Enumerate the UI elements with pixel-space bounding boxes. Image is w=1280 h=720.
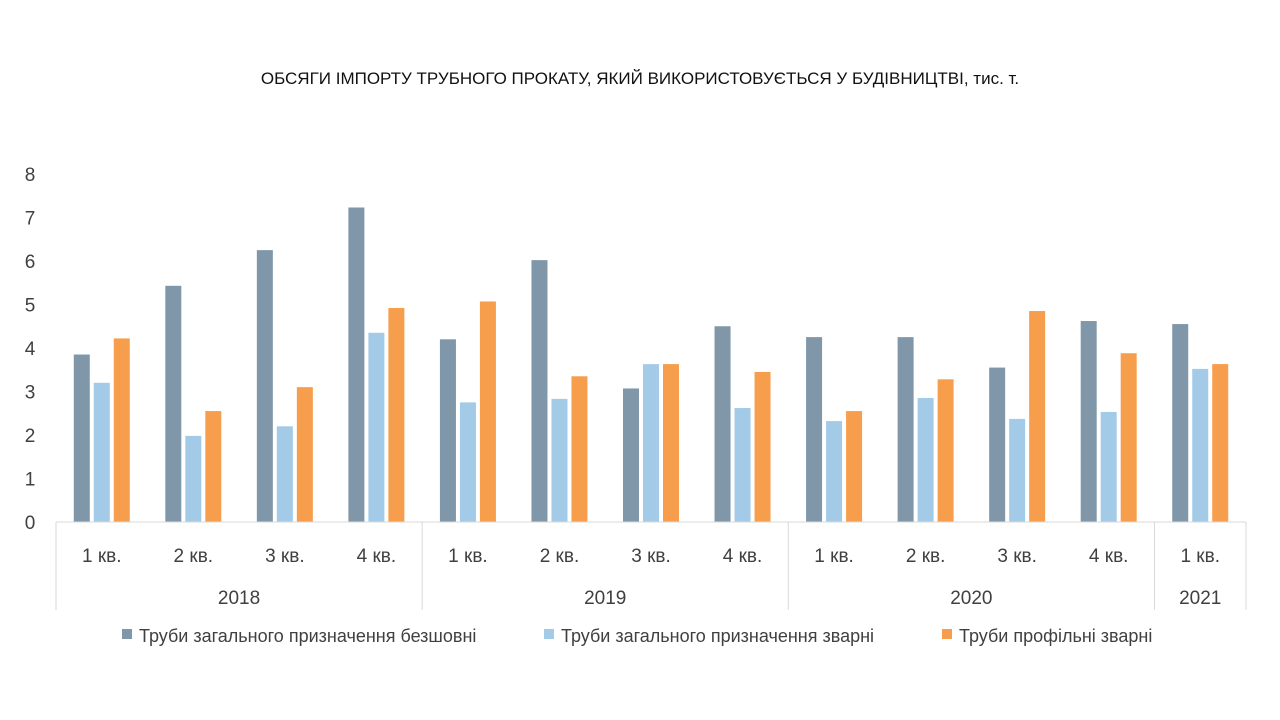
y-tick-label: 5 (25, 296, 36, 317)
group-label: 2021 (1179, 588, 1221, 609)
y-tick-label: 7 (25, 209, 36, 230)
bar (551, 398, 568, 522)
bar (734, 408, 751, 522)
bar (663, 364, 679, 522)
bar (623, 388, 639, 522)
y-tick-label: 2 (25, 426, 36, 447)
legend-label: Труби загального призначення зварні (561, 626, 874, 646)
x-axis: 1 кв. 2 кв. 3 кв. 4 кв. 1 кв. 2 кв. 3 кв. 4 кв.… (55, 521, 1247, 610)
bar (754, 371, 771, 522)
y-tick-label: 6 (25, 252, 36, 273)
group-label: 2018 (218, 588, 260, 609)
bar (897, 337, 914, 522)
chart-title: ОБСЯГИ ІМПОРТУ ТРУБНОГО ПРОКАТУ, ЯКИЙ ВИ… (261, 69, 1019, 88)
bar (205, 411, 222, 522)
legend-swatch (942, 629, 952, 639)
bar (1080, 321, 1097, 522)
bar (113, 338, 130, 522)
x-tick-label: 3 кв. (265, 546, 305, 567)
bar (479, 301, 496, 522)
x-tick-label: 4 кв. (1089, 546, 1129, 567)
x-tick-label: 3 кв. (631, 546, 671, 567)
bar (256, 250, 273, 522)
bar (1192, 368, 1209, 522)
x-tick-label: 2 кв. (540, 546, 580, 567)
x-tick-label: 2 кв. (174, 546, 214, 567)
bar (1172, 324, 1189, 522)
bar (348, 207, 365, 522)
x-tick-label: 2 кв. (906, 546, 946, 567)
x-tick-label: 3 кв. (997, 546, 1037, 567)
bar (276, 426, 293, 522)
group-label: 2020 (950, 588, 992, 609)
bar (439, 339, 456, 522)
y-tick-label: 8 (25, 165, 36, 186)
bar (1100, 411, 1117, 522)
x-tick-label: 1 кв. (82, 546, 122, 567)
bar (1212, 364, 1229, 522)
group-label: 2019 (584, 588, 626, 609)
x-tick-label: 1 кв. (814, 546, 854, 567)
y-axis: 0 1 2 3 4 5 6 7 8 (25, 165, 36, 534)
x-tick-label: 4 кв. (723, 546, 763, 567)
bar (165, 285, 182, 522)
bar (73, 354, 90, 522)
bar (1029, 311, 1046, 522)
plot-area (73, 207, 1229, 522)
bar (937, 379, 954, 522)
bar (1009, 418, 1026, 522)
legend: Труби загального призначення безшовні Тру… (122, 626, 1152, 646)
bar (846, 411, 863, 522)
bar (93, 382, 110, 522)
x-tick-label: 1 кв. (1180, 546, 1220, 567)
bar (917, 398, 934, 522)
y-tick-label: 1 (25, 470, 36, 491)
bar (643, 364, 659, 522)
bar (368, 332, 385, 522)
bar (388, 307, 405, 522)
bar (459, 402, 476, 522)
bar (826, 421, 843, 522)
y-tick-label: 3 (25, 383, 36, 404)
bar (714, 326, 731, 522)
bar (806, 337, 823, 522)
bar (185, 435, 202, 522)
bar (989, 367, 1006, 522)
legend-label: Труби загального призначення безшовні (139, 626, 476, 646)
legend-swatch (544, 629, 554, 639)
bar (531, 260, 548, 522)
bar (1120, 353, 1137, 522)
x-tick-label: 4 кв. (357, 546, 397, 567)
legend-swatch (122, 629, 132, 639)
y-tick-label: 4 (25, 339, 36, 360)
y-tick-label: 0 (25, 513, 36, 534)
bar (296, 387, 313, 522)
legend-label: Труби профільні зварні (959, 626, 1152, 646)
x-tick-label: 1 кв. (448, 546, 488, 567)
bar (571, 376, 588, 522)
